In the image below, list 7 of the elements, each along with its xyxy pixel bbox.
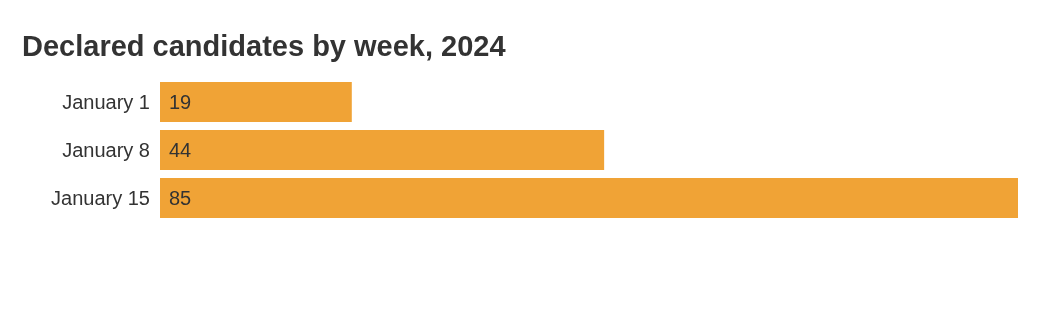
data-label: 85 [169,187,192,209]
data-label: 44 [169,139,192,161]
chart-title: Declared candidates by week, 2024 [22,30,506,62]
y-tick-label: January 8 [62,139,150,161]
y-tick-label: January 1 [62,91,150,113]
data-label: 19 [169,91,192,113]
y-tick-label: January 15 [51,187,150,209]
